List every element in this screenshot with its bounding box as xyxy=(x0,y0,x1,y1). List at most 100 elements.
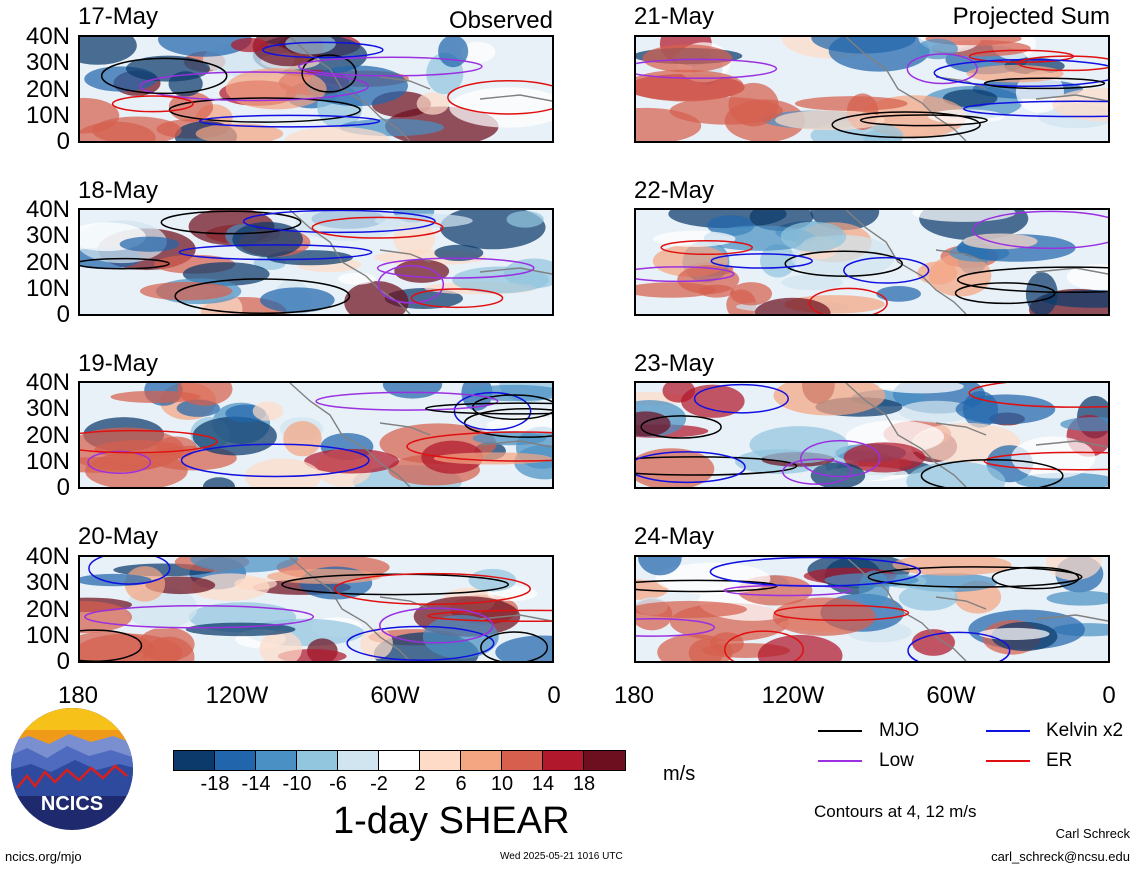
lat-label: 30N xyxy=(25,222,70,249)
contour-line xyxy=(87,450,152,474)
contour-line xyxy=(636,617,716,637)
date-label: 22-May xyxy=(634,177,715,204)
contour-line xyxy=(843,256,930,284)
lon-label: 120W xyxy=(205,682,269,709)
shear-field-blob xyxy=(810,462,866,487)
shear-field-blob xyxy=(892,557,1012,576)
contour-line xyxy=(379,607,494,644)
colorbar-tick-label: 2 xyxy=(414,773,426,795)
map-panel xyxy=(78,208,554,316)
contour-line xyxy=(311,216,444,239)
shear-field-blob xyxy=(638,557,682,576)
shear-field-blob xyxy=(942,89,998,108)
shear-field-blob xyxy=(259,287,335,313)
lat-label: 40N xyxy=(25,543,70,570)
contour-line xyxy=(84,605,315,629)
legend-label: Kelvin x2 xyxy=(1046,720,1124,741)
lat-label: 10N xyxy=(25,102,70,129)
map-panel xyxy=(78,381,554,489)
contour-line xyxy=(180,443,370,478)
shear-field-blob xyxy=(394,259,450,283)
shear-field-blob xyxy=(636,600,747,618)
lat-label: 20N xyxy=(25,596,70,623)
lat-label: 40N xyxy=(25,196,70,223)
colorbar-swatch xyxy=(338,751,379,770)
shear-field-blob xyxy=(80,121,156,141)
shear-field-blob xyxy=(202,477,236,487)
shear-field-blob xyxy=(780,221,847,252)
contour-line xyxy=(831,111,981,139)
contour-line xyxy=(784,250,903,277)
shear-field-blob xyxy=(230,37,269,53)
contour-line xyxy=(808,287,888,314)
lon-label: 180 xyxy=(57,682,99,709)
contour-line xyxy=(956,266,1108,294)
colorbar-swatch xyxy=(543,751,584,770)
shear-field-blob xyxy=(1046,590,1108,606)
contour-line xyxy=(198,114,381,128)
colorbar-swatch xyxy=(297,751,338,770)
date-label: 18-May xyxy=(78,177,159,204)
map-panel xyxy=(78,35,554,143)
shear-field-blob xyxy=(195,123,284,141)
lon-label: 180 xyxy=(613,682,655,709)
contour-line xyxy=(480,631,549,661)
shear-field-blob xyxy=(85,452,188,487)
shear-field-blob xyxy=(772,597,876,636)
shear-field-blob xyxy=(898,400,975,423)
shear-field-blob xyxy=(794,96,908,111)
footer-email[interactable]: carl_schreck@ncsu.edu xyxy=(991,849,1130,864)
map-panel xyxy=(634,208,1110,316)
shear-field-blob xyxy=(963,233,1038,250)
shear-field-blob xyxy=(460,41,496,63)
shear-field-blob xyxy=(119,236,180,252)
contour-line xyxy=(1017,55,1108,72)
contour-line xyxy=(453,391,532,431)
lat-label: 10N xyxy=(25,448,70,475)
shear-field-blob xyxy=(1066,264,1108,290)
contour-line xyxy=(111,95,194,113)
colorbar-swatch xyxy=(420,751,461,770)
map-panel xyxy=(634,35,1110,143)
shear-field-blob xyxy=(1041,289,1108,308)
contour-line xyxy=(983,77,1106,90)
lon-label: 120W xyxy=(761,682,825,709)
shear-field-blob xyxy=(155,436,197,459)
date-label: 23-May xyxy=(634,350,715,377)
lon-label: 60W xyxy=(926,682,976,709)
map-panel xyxy=(634,381,1110,489)
contour-line xyxy=(859,114,988,127)
legend-swatch xyxy=(818,760,862,762)
shear-field-blob xyxy=(158,37,252,57)
shear-field-blob xyxy=(495,635,552,661)
contour-line xyxy=(660,240,753,256)
contour-line xyxy=(262,41,384,59)
contour-line xyxy=(425,402,552,415)
colorbar-tick-label: -10 xyxy=(282,773,312,795)
map-panel xyxy=(78,555,554,663)
shear-field-blob xyxy=(966,64,1064,83)
contour-line xyxy=(80,257,170,270)
lat-label: 10N xyxy=(25,622,70,649)
projected-header: Projected Sum xyxy=(952,3,1110,30)
date-label: 21-May xyxy=(634,3,715,30)
contour-line xyxy=(242,210,436,234)
shear-field-blob xyxy=(828,37,930,72)
contour-line xyxy=(447,79,552,115)
contour-line xyxy=(968,383,1108,408)
contours-note: Contours at 4, 12 m/s xyxy=(814,802,977,821)
shear-field-blob xyxy=(422,615,499,659)
contour-line xyxy=(782,458,853,485)
colorbar-swatch xyxy=(256,751,297,770)
contour-line xyxy=(88,557,171,585)
date-label: 17-May xyxy=(78,3,159,30)
colorbar-tick-label: -2 xyxy=(370,773,388,795)
footer-url[interactable]: ncics.org/mjo xyxy=(5,849,82,864)
contour-line xyxy=(963,100,1108,118)
contour-line xyxy=(991,566,1080,590)
contour-line xyxy=(983,451,1108,471)
colorbar-swatch xyxy=(461,751,502,770)
shear-field-blob xyxy=(80,37,137,65)
contour-line xyxy=(100,57,228,95)
shear-field-blob xyxy=(858,570,890,607)
